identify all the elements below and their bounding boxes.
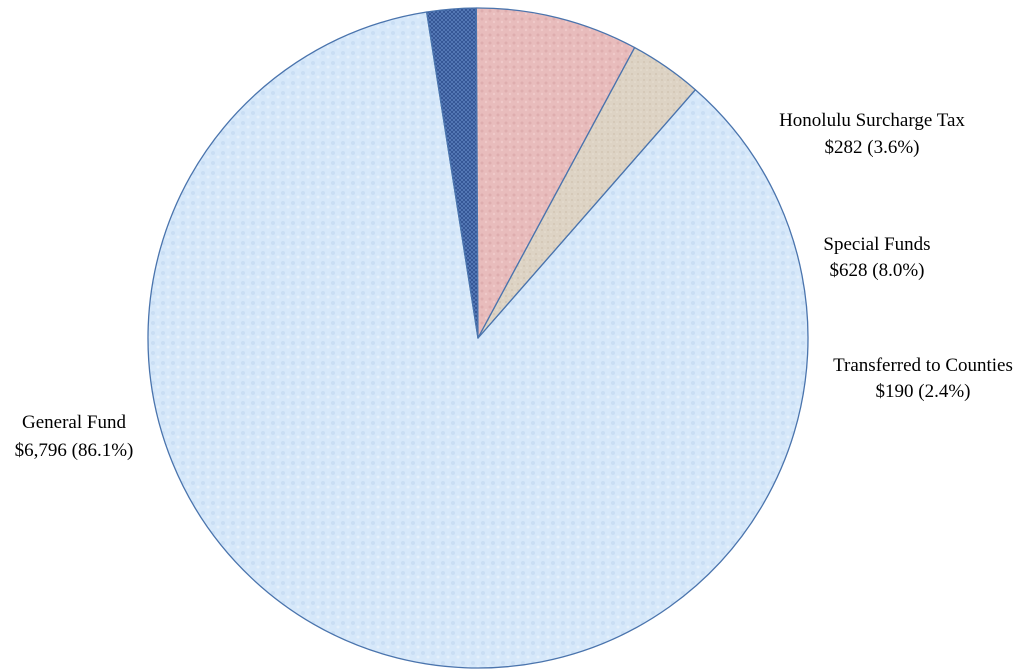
slice-label-honolulu-value: $282 (3.6%) (825, 137, 920, 158)
slice-general-fund (147, 11, 809, 669)
pie-slices (147, 7, 809, 669)
slice-special-funds (475, 7, 636, 339)
slice-label-transferred-value: $190 (2.4%) (876, 381, 971, 402)
slice-label-transferred-name: Transferred to Counties (833, 355, 1013, 376)
slice-honolulu-surcharge-tax (477, 46, 697, 339)
slice-label-special-funds-value: $628 (8.0%) (830, 260, 925, 281)
slice-label-special-funds-name: Special Funds (823, 234, 930, 255)
slice-label-general-fund-name: General Fund (22, 412, 126, 433)
slice-label-honolulu-name: Honolulu Surcharge Tax (779, 110, 965, 131)
slice-label-general-fund-value: $6,796 (86.1%) (15, 440, 134, 461)
